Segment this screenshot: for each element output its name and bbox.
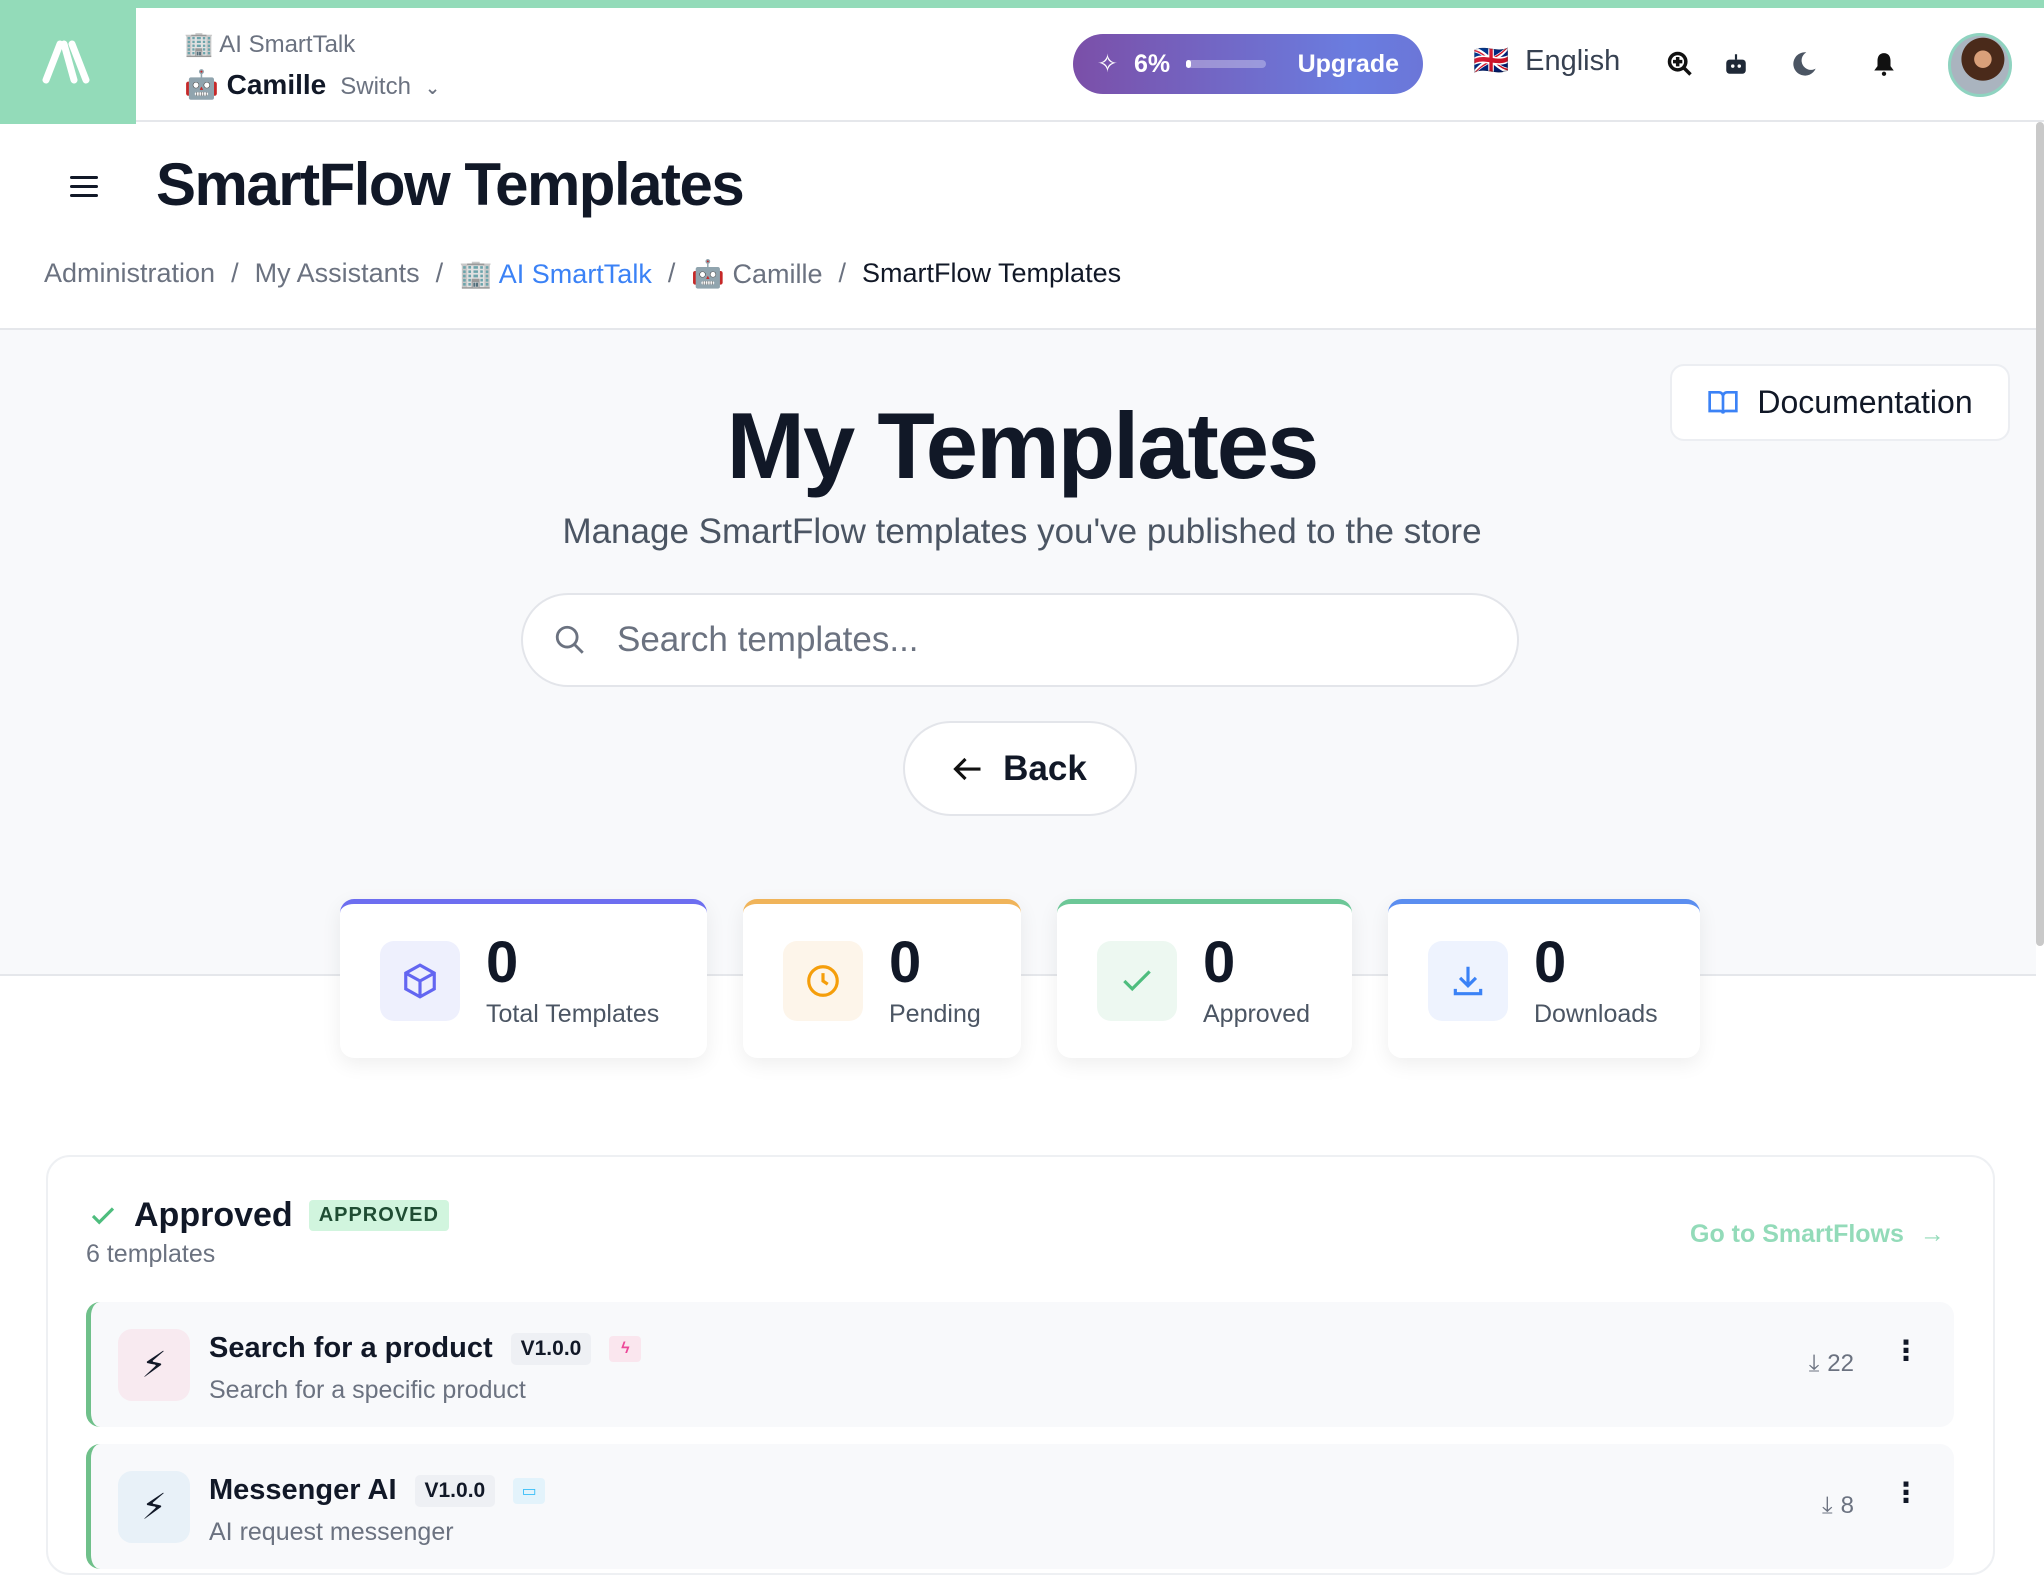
stat-value: 0 — [889, 929, 922, 995]
go-to-smartflows-link[interactable]: Go to SmartFlows → — [1690, 1220, 1945, 1249]
breadcrumb-my-assistants[interactable]: My Assistants — [254, 258, 420, 288]
dark-mode-moon-icon[interactable] — [1788, 48, 1820, 80]
search-icon — [555, 625, 584, 654]
search-box[interactable] — [521, 593, 1519, 687]
clock-icon — [783, 941, 863, 1021]
version-badge: V1.0.0 — [414, 1474, 496, 1507]
back-label: Back — [1003, 748, 1087, 788]
sparkles-icon: ✧ — [1097, 50, 1118, 78]
organization-name[interactable]: 🏢 AI SmartTalk — [184, 31, 356, 58]
download-icon — [1428, 941, 1508, 1021]
upgrade-label: Upgrade — [1297, 49, 1399, 78]
assistant-switcher[interactable]: 🤖 Camille Switch ⌄ — [184, 68, 440, 101]
stat-label: Approved — [1203, 999, 1311, 1028]
stat-label: Total Templates — [486, 999, 660, 1028]
stat-value: 0 — [1203, 929, 1236, 995]
stat-label: Downloads — [1534, 999, 1658, 1028]
stat-card-approved: 0 Approved — [1057, 899, 1352, 1058]
breadcrumb-administration[interactable]: Administration — [44, 258, 216, 288]
check-icon — [91, 1206, 115, 1224]
stat-value: 0 — [1534, 929, 1567, 995]
uk-flag-icon: 🇬🇧 — [1473, 45, 1510, 77]
switch-label: Switch — [340, 73, 411, 100]
top-accent-bar — [0, 0, 2044, 8]
page-title: SmartFlow Templates — [156, 151, 745, 218]
template-count: 6 templates — [86, 1240, 216, 1268]
lightning-icon: ϟ — [609, 1335, 642, 1362]
breadcrumb-organization[interactable]: 🏢 AI SmartTalk — [459, 259, 652, 289]
usage-percent: 6% — [1133, 49, 1171, 78]
arrow-left-icon — [953, 757, 981, 780]
version-badge: V1.0.0 — [510, 1332, 592, 1365]
app-logo[interactable] — [0, 0, 136, 124]
logo-icon — [42, 40, 90, 84]
lightning-icon: ⚡ — [118, 1471, 190, 1543]
template-description: AI request messenger — [209, 1518, 454, 1546]
stat-value: 0 — [486, 929, 519, 995]
chevron-down-icon: ⌄ — [424, 78, 441, 98]
template-row[interactable]: ⚡ Messenger AI V1.0.0 ▭ AI request messeng… — [86, 1444, 1954, 1569]
download-count: ⤓ 22 — [1809, 1350, 1854, 1378]
language-label: English — [1525, 44, 1621, 77]
robot-icon[interactable] — [1720, 48, 1752, 80]
download-count: ⤓ 8 — [1822, 1492, 1854, 1520]
language-selector[interactable]: 🇬🇧 English — [1473, 44, 1620, 78]
more-options-icon[interactable]: ⋮ — [1892, 1335, 1920, 1366]
chat-icon: ▭ — [513, 1477, 546, 1504]
user-avatar[interactable] — [1948, 33, 2012, 97]
upgrade-button[interactable]: ✧ 6% Upgrade — [1073, 34, 1423, 94]
back-button[interactable]: Back — [903, 721, 1137, 816]
section-header: Approved APPROVED — [88, 1196, 449, 1235]
lightning-icon: ⚡ — [118, 1329, 190, 1401]
stat-label: Pending — [889, 999, 981, 1028]
section-title: Approved — [134, 1196, 293, 1234]
download-count-value: 22 — [1827, 1350, 1854, 1377]
template-row[interactable]: ⚡ Search for a product V1.0.0 ϟ Search for… — [86, 1302, 1954, 1427]
more-options-icon[interactable]: ⋮ — [1892, 1477, 1920, 1508]
assistant-name: 🤖 Camille — [184, 69, 327, 100]
breadcrumb-assistant[interactable]: 🤖 Camille — [691, 259, 823, 289]
scrollbar[interactable] — [2036, 122, 2044, 946]
hero-subtitle: Manage SmartFlow templates you've publis… — [562, 512, 1482, 551]
arrow-right-icon: → — [1919, 1220, 1945, 1248]
zoom-in-icon[interactable] — [1664, 48, 1696, 80]
book-icon — [1708, 390, 1739, 414]
hero-title: My Templates — [726, 393, 1320, 498]
stat-card-total: 0 Total Templates — [340, 899, 707, 1058]
template-name: Search for a product — [209, 1332, 493, 1364]
template-name: Messenger AI — [209, 1474, 397, 1506]
download-count-value: 8 — [1840, 1492, 1854, 1519]
stat-card-pending: 0 Pending — [743, 899, 1021, 1058]
documentation-button[interactable]: Documentation — [1670, 364, 2010, 441]
go-to-smartflows-label: Go to SmartFlows — [1690, 1220, 1904, 1248]
check-icon — [1097, 941, 1177, 1021]
breadcrumb-current: SmartFlow Templates — [862, 258, 1122, 288]
top-header: 🏢 AI SmartTalk 🤖 Camille Switch ⌄ — [136, 8, 2044, 122]
notification-bell-icon[interactable] — [1868, 48, 1900, 80]
download-icon: ⤓ — [1808, 1350, 1820, 1377]
search-input[interactable] — [617, 620, 1467, 660]
status-badge: APPROVED — [308, 1200, 449, 1231]
cube-icon — [380, 941, 460, 1021]
menu-hamburger-icon[interactable] — [70, 170, 98, 203]
documentation-label: Documentation — [1757, 384, 1973, 420]
breadcrumb: Administration / My Assistants / 🏢 AI Smar… — [44, 258, 1122, 289]
stat-card-downloads: 0 Downloads — [1388, 899, 1700, 1058]
download-icon: ⤓ — [1822, 1492, 1833, 1519]
template-description: Search for a specific product — [209, 1376, 526, 1404]
usage-progress-bar — [1186, 60, 1267, 68]
